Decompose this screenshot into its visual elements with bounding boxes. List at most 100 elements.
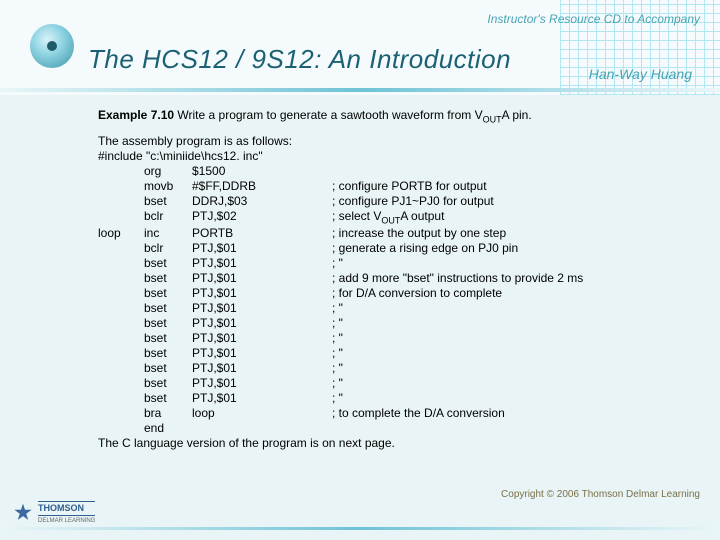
star-icon [14, 504, 32, 522]
code-operand: PTJ,$01 [192, 376, 332, 391]
code-mnemonic: org [144, 164, 192, 179]
code-operand: PORTB [192, 226, 332, 241]
code-comment: ; add 9 more "bset" instructions to prov… [332, 271, 583, 286]
code-operand: PTJ,$01 [192, 361, 332, 376]
code-row: bsetPTJ,$01; " [98, 316, 583, 331]
code-row: org$1500 [98, 164, 583, 179]
code-row: bsetPTJ,$01; add 9 more "bset" instructi… [98, 271, 583, 286]
closing-line: The C language version of the program is… [98, 436, 700, 451]
code-operand: PTJ,$01 [192, 286, 332, 301]
code-label [98, 391, 144, 406]
code-comment: ; for D/A conversion to complete [332, 286, 583, 301]
code-row: bsetPTJ,$01; " [98, 391, 583, 406]
slide-footer: THOMSON DELMAR LEARNING Copyright © 2006… [0, 496, 720, 530]
publisher-name-bottom: DELMAR LEARNING [38, 518, 95, 524]
code-row: bsetPTJ,$01; " [98, 331, 583, 346]
code-row: bclrPTJ,$01; generate a rising edge on P… [98, 241, 583, 256]
code-row: bsetPTJ,$01; for D/A conversion to compl… [98, 286, 583, 301]
code-label [98, 316, 144, 331]
assembly-listing: org$1500movb#$FF,DDRB; configure PORTB f… [98, 164, 583, 437]
code-row: end [98, 421, 583, 436]
publisher-name-top: THOMSON [38, 501, 95, 516]
footer-rule [0, 527, 720, 530]
code-label [98, 286, 144, 301]
code-operand: PTJ,$02 [192, 209, 332, 227]
code-mnemonic: bra [144, 406, 192, 421]
code-label [98, 209, 144, 227]
author-name: Han-Way Huang [589, 66, 692, 82]
code-comment: ; " [332, 256, 583, 271]
code-row: bsetPTJ,$01; " [98, 361, 583, 376]
code-comment: ; " [332, 391, 583, 406]
code-operand: loop [192, 406, 332, 421]
code-mnemonic: bclr [144, 241, 192, 256]
code-row: movb#$FF,DDRB; configure PORTB for outpu… [98, 179, 583, 194]
code-row: bsetPTJ,$01; " [98, 256, 583, 271]
code-operand: #$FF,DDRB [192, 179, 332, 194]
code-mnemonic: bset [144, 361, 192, 376]
code-label [98, 346, 144, 361]
code-operand: PTJ,$01 [192, 346, 332, 361]
code-operand: PTJ,$01 [192, 271, 332, 286]
slide-header: Instructor's Resource CD to Accompany Th… [0, 0, 720, 95]
code-comment: ; " [332, 316, 583, 331]
code-label [98, 271, 144, 286]
code-label [98, 241, 144, 256]
code-comment [332, 164, 583, 179]
code-mnemonic: inc [144, 226, 192, 241]
code-label [98, 376, 144, 391]
code-row: loopincPORTB; increase the output by one… [98, 226, 583, 241]
code-operand: $1500 [192, 164, 332, 179]
code-comment: ; generate a rising edge on PJ0 pin [332, 241, 583, 256]
code-operand: PTJ,$01 [192, 301, 332, 316]
code-label [98, 301, 144, 316]
code-mnemonic: bset [144, 271, 192, 286]
code-mnemonic: bset [144, 331, 192, 346]
publisher-logo: THOMSON DELMAR LEARNING [14, 501, 95, 524]
intro-line-2: #include "c:\miniide\hcs12. inc" [98, 149, 700, 164]
code-mnemonic: movb [144, 179, 192, 194]
example-title: Example 7.10 Write a program to generate… [98, 108, 700, 126]
code-comment: ; " [332, 376, 583, 391]
code-mnemonic: end [144, 421, 192, 436]
code-mnemonic: bclr [144, 209, 192, 227]
code-label [98, 179, 144, 194]
code-comment: ; " [332, 346, 583, 361]
code-label [98, 256, 144, 271]
code-mnemonic: bset [144, 376, 192, 391]
code-mnemonic: bset [144, 316, 192, 331]
code-row: bsetDDRJ,$03; configure PJ1~PJ0 for outp… [98, 194, 583, 209]
example-text-2: A pin. [502, 108, 532, 122]
main-title: The HCS12 / 9S12: An Introduction [88, 44, 511, 75]
code-label [98, 406, 144, 421]
code-label [98, 164, 144, 179]
code-label [98, 331, 144, 346]
header-rule [0, 88, 720, 92]
code-operand: PTJ,$01 [192, 391, 332, 406]
code-label [98, 361, 144, 376]
code-row: bsetPTJ,$01; " [98, 346, 583, 361]
code-mnemonic: bset [144, 346, 192, 361]
code-comment: ; " [332, 331, 583, 346]
code-mnemonic: bset [144, 286, 192, 301]
code-mnemonic: bset [144, 194, 192, 209]
code-operand: PTJ,$01 [192, 241, 332, 256]
code-comment [332, 421, 583, 436]
cd-icon [30, 24, 74, 68]
copyright-text: Copyright © 2006 Thomson Delmar Learning [501, 489, 700, 500]
slide-body: Example 7.10 Write a program to generate… [98, 108, 700, 451]
code-comment: ; increase the output by one step [332, 226, 583, 241]
code-row: braloop; to complete the D/A conversion [98, 406, 583, 421]
code-mnemonic: bset [144, 256, 192, 271]
code-comment: ; to complete the D/A conversion [332, 406, 583, 421]
code-label: loop [98, 226, 144, 241]
code-mnemonic: bset [144, 301, 192, 316]
code-comment: ; " [332, 361, 583, 376]
code-label [98, 194, 144, 209]
code-comment: ; configure PJ1~PJ0 for output [332, 194, 583, 209]
intro-line-1: The assembly program is as follows: [98, 134, 700, 149]
code-row: bclrPTJ,$02; select VOUTA output [98, 209, 583, 227]
code-comment: ; " [332, 301, 583, 316]
code-operand: PTJ,$01 [192, 331, 332, 346]
example-text-1: Write a program to generate a sawtooth w… [174, 108, 483, 122]
